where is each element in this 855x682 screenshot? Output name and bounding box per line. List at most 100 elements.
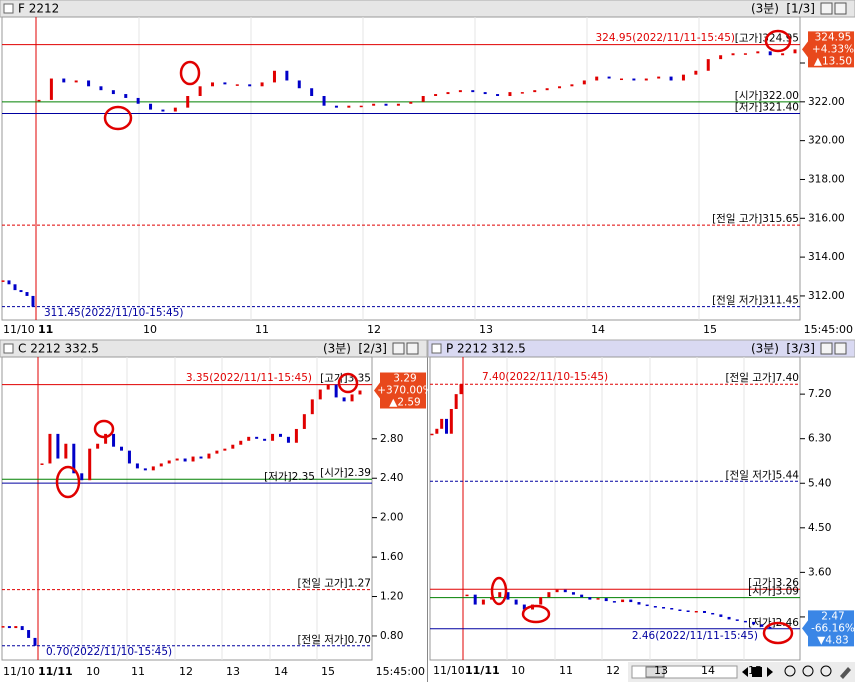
candle [490, 597, 494, 600]
candle [752, 621, 756, 625]
x-tick-label: 12 [606, 664, 620, 677]
x-tick-label: 11/11 [465, 664, 500, 677]
candle [481, 599, 485, 605]
btn-zoom-reset[interactable] [820, 665, 832, 677]
candle [793, 49, 797, 54]
btn-zoom-out[interactable] [802, 665, 814, 677]
header-button [406, 342, 419, 355]
badge-diff: ▲2.59 [389, 397, 420, 409]
x-tick-label: 11/10 [3, 665, 35, 678]
annotation-circle [55, 465, 81, 499]
checkbox [3, 3, 14, 14]
candle [571, 592, 575, 595]
annotations [55, 29, 794, 645]
btn-right[interactable] [767, 667, 773, 677]
candle [294, 428, 298, 443]
y-tick-label: 3.60 [808, 566, 831, 578]
candle [653, 606, 657, 608]
btn-stop[interactable] [752, 667, 762, 677]
x-tick-label: 11/10 [3, 323, 35, 336]
candle [498, 592, 502, 598]
candle [454, 394, 458, 409]
candle [711, 612, 715, 615]
candle [558, 86, 562, 89]
candle [580, 594, 584, 598]
candle [19, 290, 23, 293]
candle [508, 92, 512, 97]
candle [358, 390, 362, 395]
checkbox [431, 343, 442, 354]
annotation-circle [764, 29, 792, 53]
candle [310, 399, 314, 415]
time-label: 15:45:00 [376, 665, 425, 678]
candle [322, 96, 326, 106]
panel-period: (3분) [323, 342, 351, 356]
candle [694, 610, 698, 613]
panel-title: F 2212 [18, 2, 59, 16]
candle [74, 80, 78, 83]
candle [533, 90, 537, 93]
scroll-thumb[interactable] [645, 666, 665, 678]
header-button [834, 342, 847, 355]
candle [198, 86, 202, 97]
candle [48, 433, 52, 464]
candle [735, 619, 739, 621]
header-button [834, 2, 847, 15]
x-tick-label: 10 [86, 665, 100, 678]
level-label: [전일 저가]311.45 [712, 294, 799, 307]
candle [161, 109, 165, 112]
x-tick-label: 14 [274, 665, 288, 678]
btn-left[interactable] [742, 667, 748, 677]
y-tick-label: 318.00 [808, 173, 845, 185]
toolbar [628, 662, 855, 682]
btn-zoom-in[interactable] [784, 665, 796, 677]
candle [471, 90, 475, 93]
candle [359, 105, 363, 108]
candle [49, 78, 53, 100]
candle [191, 456, 195, 462]
candle [743, 53, 747, 55]
candle [588, 597, 592, 600]
level-label: [저가]321.40 [735, 101, 799, 113]
panel-header [0, 0, 855, 18]
candle [151, 466, 155, 471]
x-tick-label: 15 [748, 664, 762, 677]
x-tick-label: 13 [654, 664, 668, 677]
x-tick-label: 12 [367, 323, 381, 336]
candle [120, 446, 123, 451]
candle [263, 438, 267, 441]
header-button [392, 342, 405, 355]
level-label: [시가]2.39 [320, 467, 371, 479]
annotation-circle [762, 621, 794, 645]
candle [13, 284, 17, 291]
plot-area [1, 16, 801, 321]
candle [80, 473, 84, 481]
x-tick-label: 13 [226, 665, 240, 678]
x-tick-label: 11/10 [433, 664, 465, 677]
candle [149, 103, 153, 110]
x-tick-label: 14 [701, 664, 715, 677]
candle [99, 86, 103, 91]
x-tick-label: 11 [255, 323, 269, 336]
candle [124, 94, 128, 98]
candle [681, 74, 685, 81]
level-label: [전일 고가]1.27 [297, 577, 371, 590]
candle [607, 76, 611, 79]
candle [768, 51, 772, 56]
btn-tool[interactable] [840, 667, 851, 679]
candle [756, 51, 760, 54]
candle [56, 433, 60, 459]
candle [483, 92, 487, 95]
candle [506, 592, 510, 600]
candle [670, 608, 674, 610]
candle [211, 82, 215, 87]
y-tick-label: 1.60 [380, 551, 403, 563]
candle [318, 389, 322, 400]
candle [555, 589, 559, 593]
x-tick-label: 11 [38, 323, 53, 336]
candle [435, 428, 439, 434]
candle [459, 384, 463, 395]
level-label: [시가]322.00 [735, 90, 799, 102]
candle [347, 105, 351, 108]
